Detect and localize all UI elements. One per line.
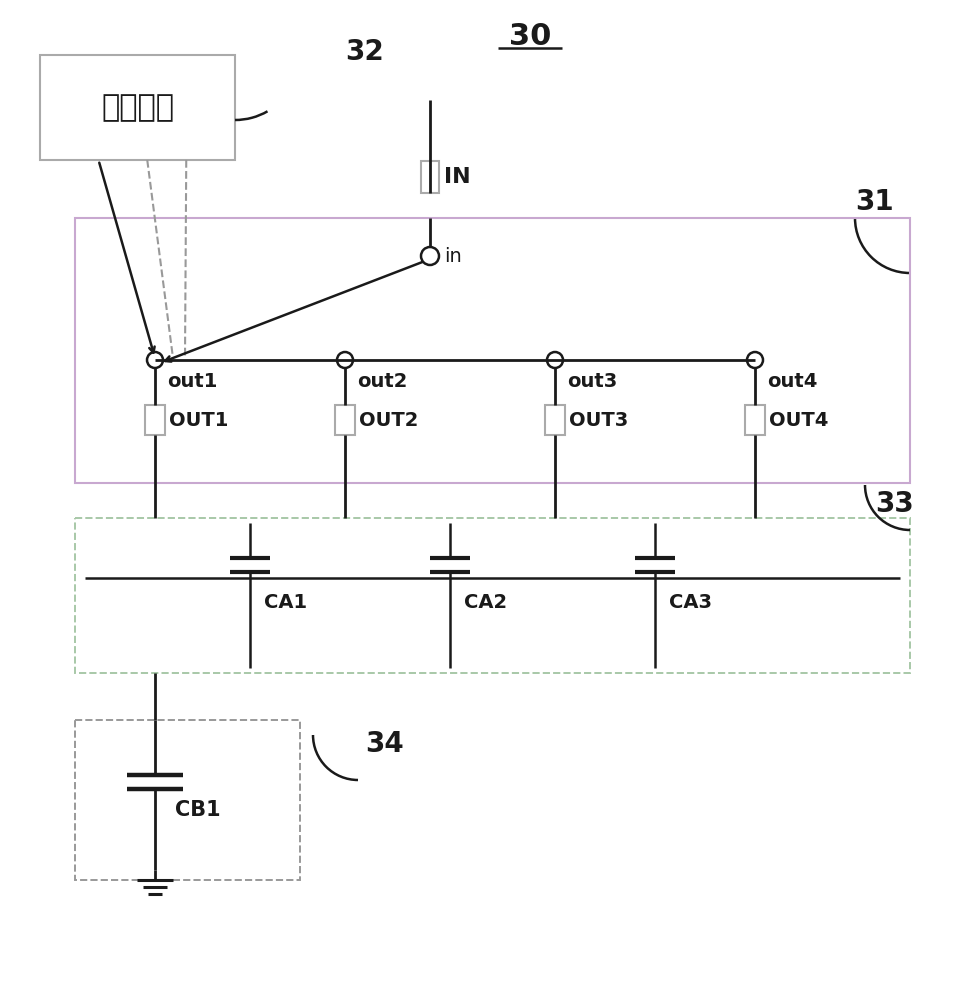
Text: IN: IN — [444, 167, 471, 187]
Bar — [75, 218, 910, 483]
Text: in: in — [444, 246, 461, 265]
Text: OUT1: OUT1 — [169, 410, 228, 430]
Bar — [335, 405, 355, 435]
Bar — [75, 518, 910, 673]
Text: 30: 30 — [508, 22, 551, 51]
Circle shape — [147, 352, 163, 368]
Text: out1: out1 — [167, 372, 218, 391]
Text: 34: 34 — [365, 730, 403, 758]
Text: 31: 31 — [855, 188, 894, 216]
Text: 32: 32 — [345, 38, 383, 66]
Circle shape — [337, 352, 353, 368]
Text: 33: 33 — [875, 490, 914, 518]
Text: 控制模块: 控制模块 — [101, 93, 174, 122]
Bar — [75, 720, 300, 880]
Text: CA3: CA3 — [669, 593, 712, 612]
Bar — [145, 405, 165, 435]
Text: out4: out4 — [767, 372, 818, 391]
Text: CB1: CB1 — [175, 800, 221, 820]
Text: OUT4: OUT4 — [769, 410, 828, 430]
Text: CA2: CA2 — [464, 593, 508, 612]
Bar — [40, 55, 235, 160]
Text: OUT2: OUT2 — [359, 410, 418, 430]
Circle shape — [547, 352, 563, 368]
Text: CA1: CA1 — [264, 593, 307, 612]
Bar — [545, 405, 565, 435]
Circle shape — [747, 352, 763, 368]
Bar — [745, 405, 765, 435]
Text: out3: out3 — [567, 372, 617, 391]
Bar — [421, 161, 439, 193]
Text: OUT3: OUT3 — [569, 410, 628, 430]
Circle shape — [421, 247, 439, 265]
Text: out2: out2 — [357, 372, 407, 391]
